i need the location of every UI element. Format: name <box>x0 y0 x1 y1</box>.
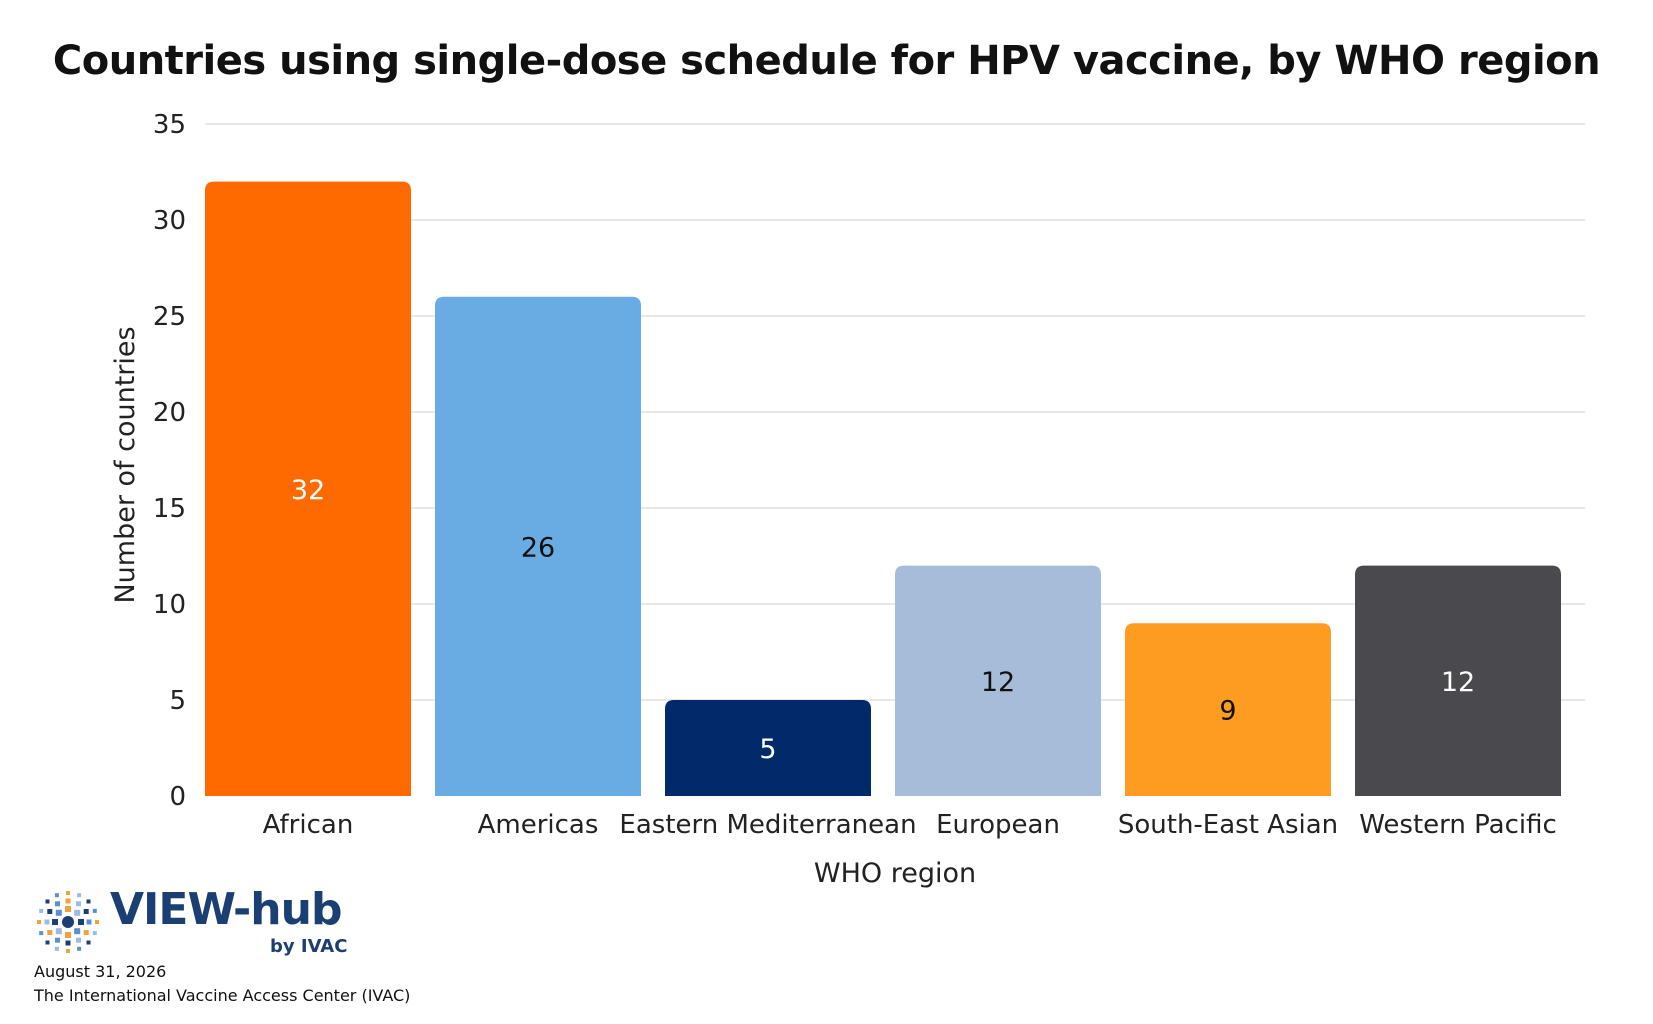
x-axis-title: WHO region <box>814 858 976 889</box>
data-label: 26 <box>521 532 555 563</box>
x-tick-label: Americas <box>478 810 599 840</box>
footer-source: The International Vaccine Access Center … <box>34 986 411 1005</box>
x-tick-label: Western Pacific <box>1359 810 1557 840</box>
view-hub-logo: VIEW-hub by IVAC <box>30 884 390 964</box>
y-tick-label: 10 <box>153 590 186 620</box>
bar-european <box>895 565 1101 796</box>
y-tick-label: 35 <box>153 110 186 140</box>
y-tick-label: 15 <box>153 494 186 524</box>
x-tick-label: South-East Asian <box>1118 810 1338 840</box>
y-tick-label: 25 <box>153 302 186 332</box>
bar-eastern-mediterranean <box>665 700 871 796</box>
data-label: 9 <box>1219 696 1236 727</box>
footer-date: August 31, 2026 <box>34 962 167 981</box>
data-label: 12 <box>981 667 1015 698</box>
data-label: 12 <box>1441 667 1475 698</box>
view-hub-emblem-icon <box>37 891 99 953</box>
bar-african <box>205 181 411 797</box>
x-tick-label: African <box>263 810 354 840</box>
bar-americas <box>435 296 641 796</box>
chart-title: Countries using single-dose schedule for… <box>52 38 1601 84</box>
y-tick-label: 30 <box>153 206 186 236</box>
x-tick-label: Eastern Mediterranean <box>619 810 916 840</box>
bar-south-east-asian <box>1125 623 1331 796</box>
data-label: 5 <box>759 734 776 765</box>
logo-subtitle: by IVAC <box>270 936 348 957</box>
x-tick-label: European <box>936 810 1060 840</box>
y-tick-label: 5 <box>169 686 186 716</box>
data-label: 32 <box>291 475 325 506</box>
y-axis-title: Number of countries <box>110 326 141 603</box>
bar-western-pacific <box>1355 565 1561 796</box>
y-tick-label: 20 <box>153 398 186 428</box>
y-tick-label: 0 <box>169 782 186 812</box>
logo-wordmark: VIEW-hub <box>110 884 342 935</box>
